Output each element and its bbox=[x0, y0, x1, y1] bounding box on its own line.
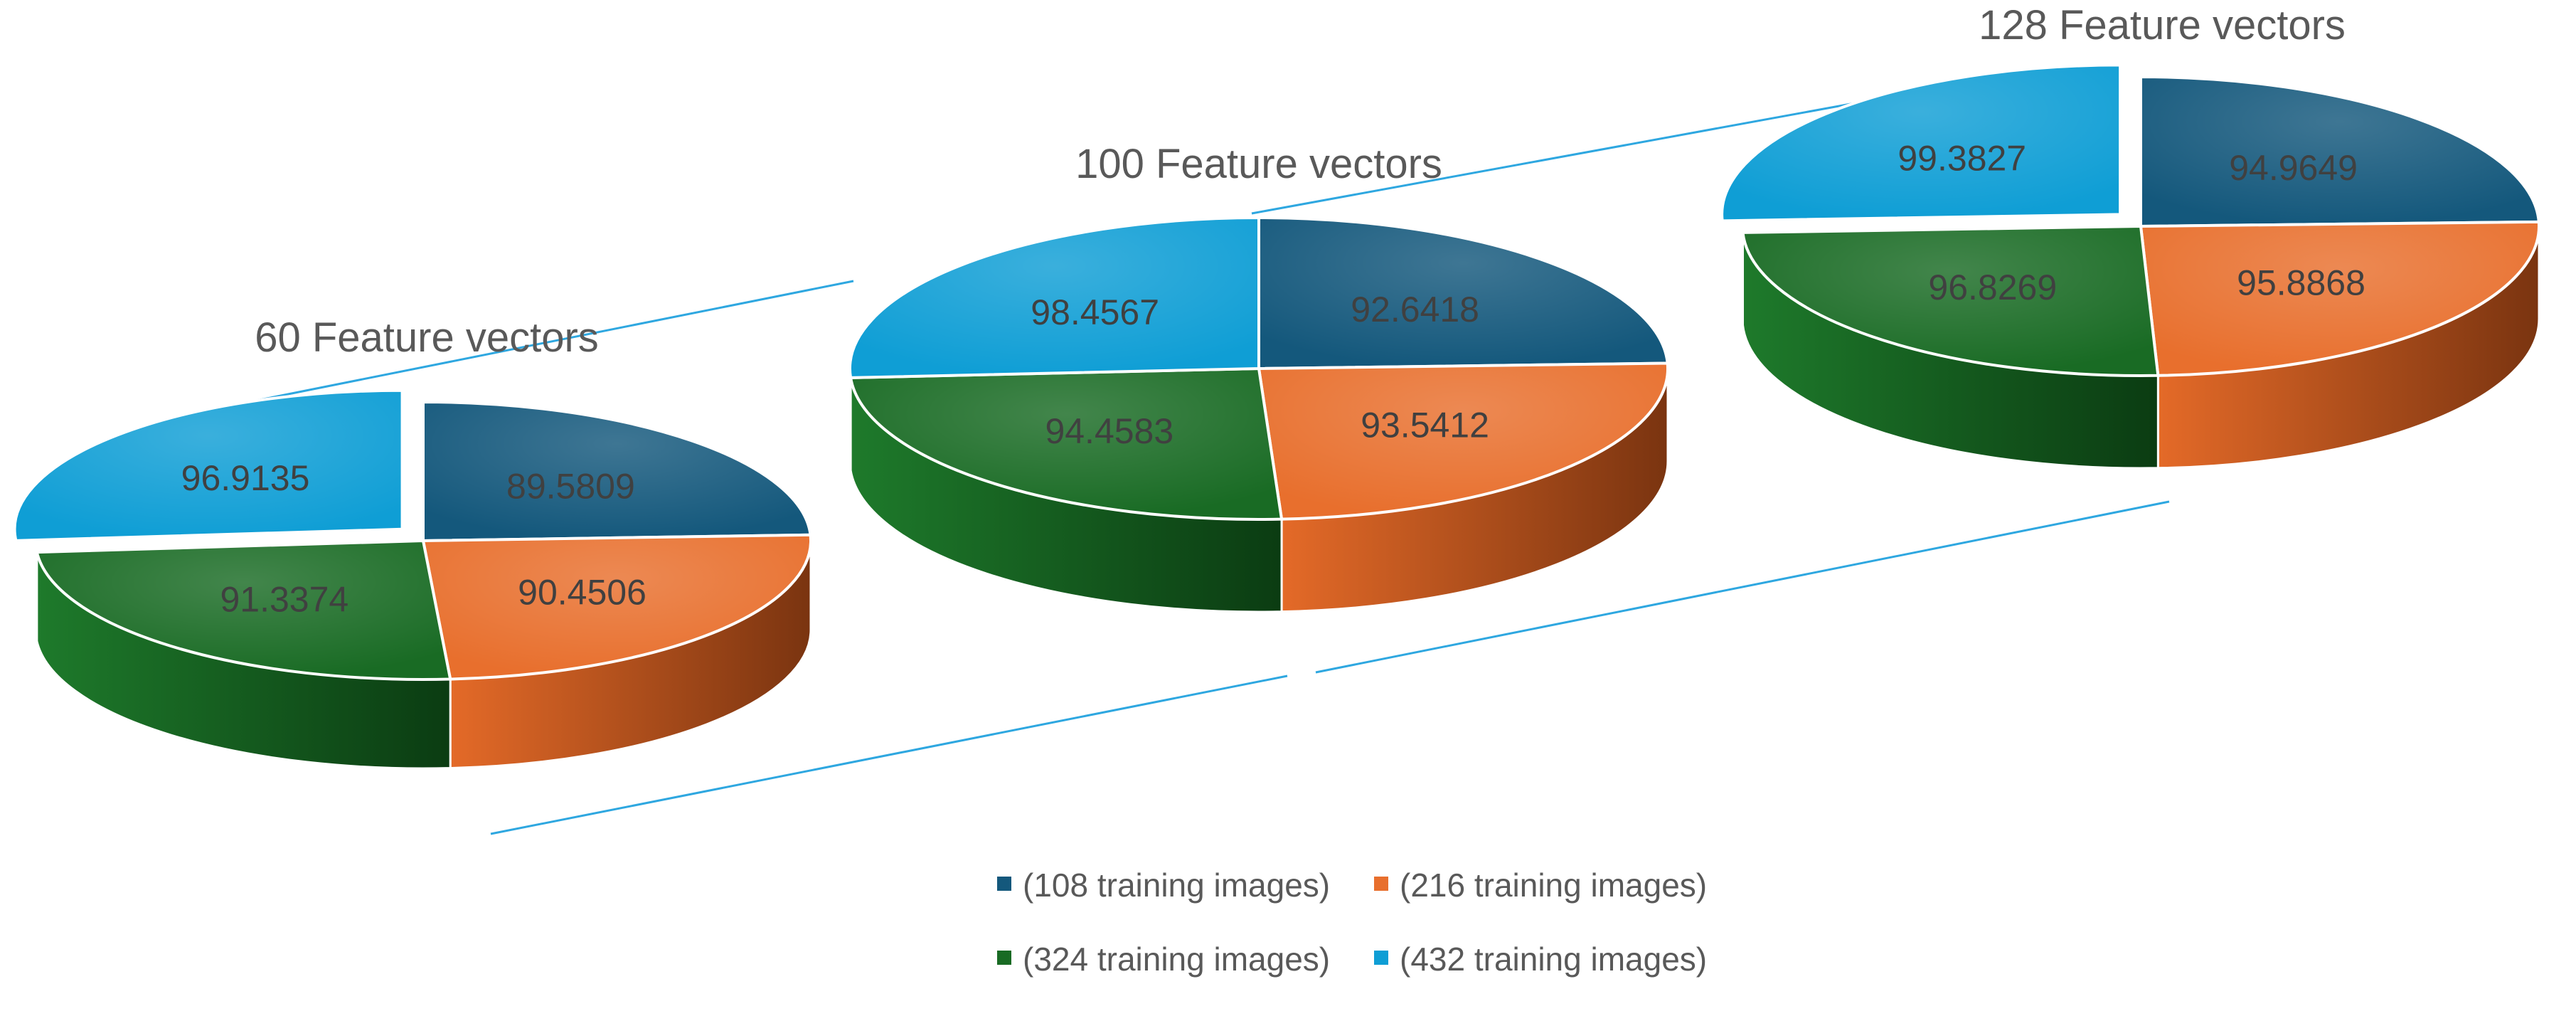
legend-item-108: (108 training images) bbox=[997, 867, 1330, 904]
legend-item-432: (432 training images) bbox=[1374, 941, 1707, 978]
legend-swatch-324 bbox=[997, 951, 1011, 965]
pie-100-label-216: 93.5412 bbox=[1361, 406, 1489, 445]
pie-title-60: 60 Feature vectors bbox=[255, 314, 599, 361]
pie-128-slice-432-side bbox=[1720, 214, 1724, 314]
pie-128-label-432: 99.3827 bbox=[1898, 138, 2026, 178]
pie-128-feature-vectors: 94.9649 95.8868 96.8269 99.3827 bbox=[1720, 63, 2540, 470]
legend-label-324: (324 training images) bbox=[1023, 941, 1330, 978]
legend-swatch-108 bbox=[997, 877, 1011, 891]
connector-line-3 bbox=[490, 675, 1288, 835]
legend-swatch-216 bbox=[1374, 877, 1388, 891]
pie-100-label-432: 98.4567 bbox=[1031, 292, 1159, 332]
connector-line-4 bbox=[1315, 500, 2170, 674]
pie-128-label-108: 94.9649 bbox=[2229, 148, 2358, 188]
pie-60-feature-vectors: 89.5809 90.4506 91.3374 96.9135 bbox=[13, 388, 812, 770]
legend-label-216: (216 training images) bbox=[1400, 867, 1707, 904]
legend-label-432: (432 training images) bbox=[1400, 941, 1707, 978]
pie-100-label-324: 94.4583 bbox=[1045, 411, 1173, 451]
pie-title-100: 100 Feature vectors bbox=[1075, 141, 1442, 187]
pie-60-slice-432-side bbox=[14, 529, 17, 630]
legend-label-108: (108 training images) bbox=[1023, 867, 1330, 904]
pie-128-label-216: 95.8868 bbox=[2237, 263, 2365, 303]
legend-item-324: (324 training images) bbox=[997, 941, 1330, 978]
legend-item-216: (216 training images) bbox=[1374, 867, 1707, 904]
legend: (108 training images) (216 training imag… bbox=[997, 867, 1707, 978]
legend-swatch-432 bbox=[1374, 951, 1388, 965]
pie-60-label-108: 89.5809 bbox=[506, 467, 635, 507]
connector-line-1 bbox=[213, 280, 854, 411]
pie-60-label-216: 90.4506 bbox=[518, 572, 646, 612]
pie-100-label-108: 92.6418 bbox=[1351, 290, 1479, 329]
pie-128-label-324: 96.8269 bbox=[1928, 268, 2057, 307]
pie-60-label-324: 91.3374 bbox=[220, 579, 348, 619]
pie-60-label-432: 96.9135 bbox=[181, 458, 310, 498]
pie-100-feature-vectors: 92.6418 93.5412 94.4583 98.4567 bbox=[848, 216, 1669, 613]
pie-title-128: 128 Feature vectors bbox=[1979, 2, 2346, 48]
